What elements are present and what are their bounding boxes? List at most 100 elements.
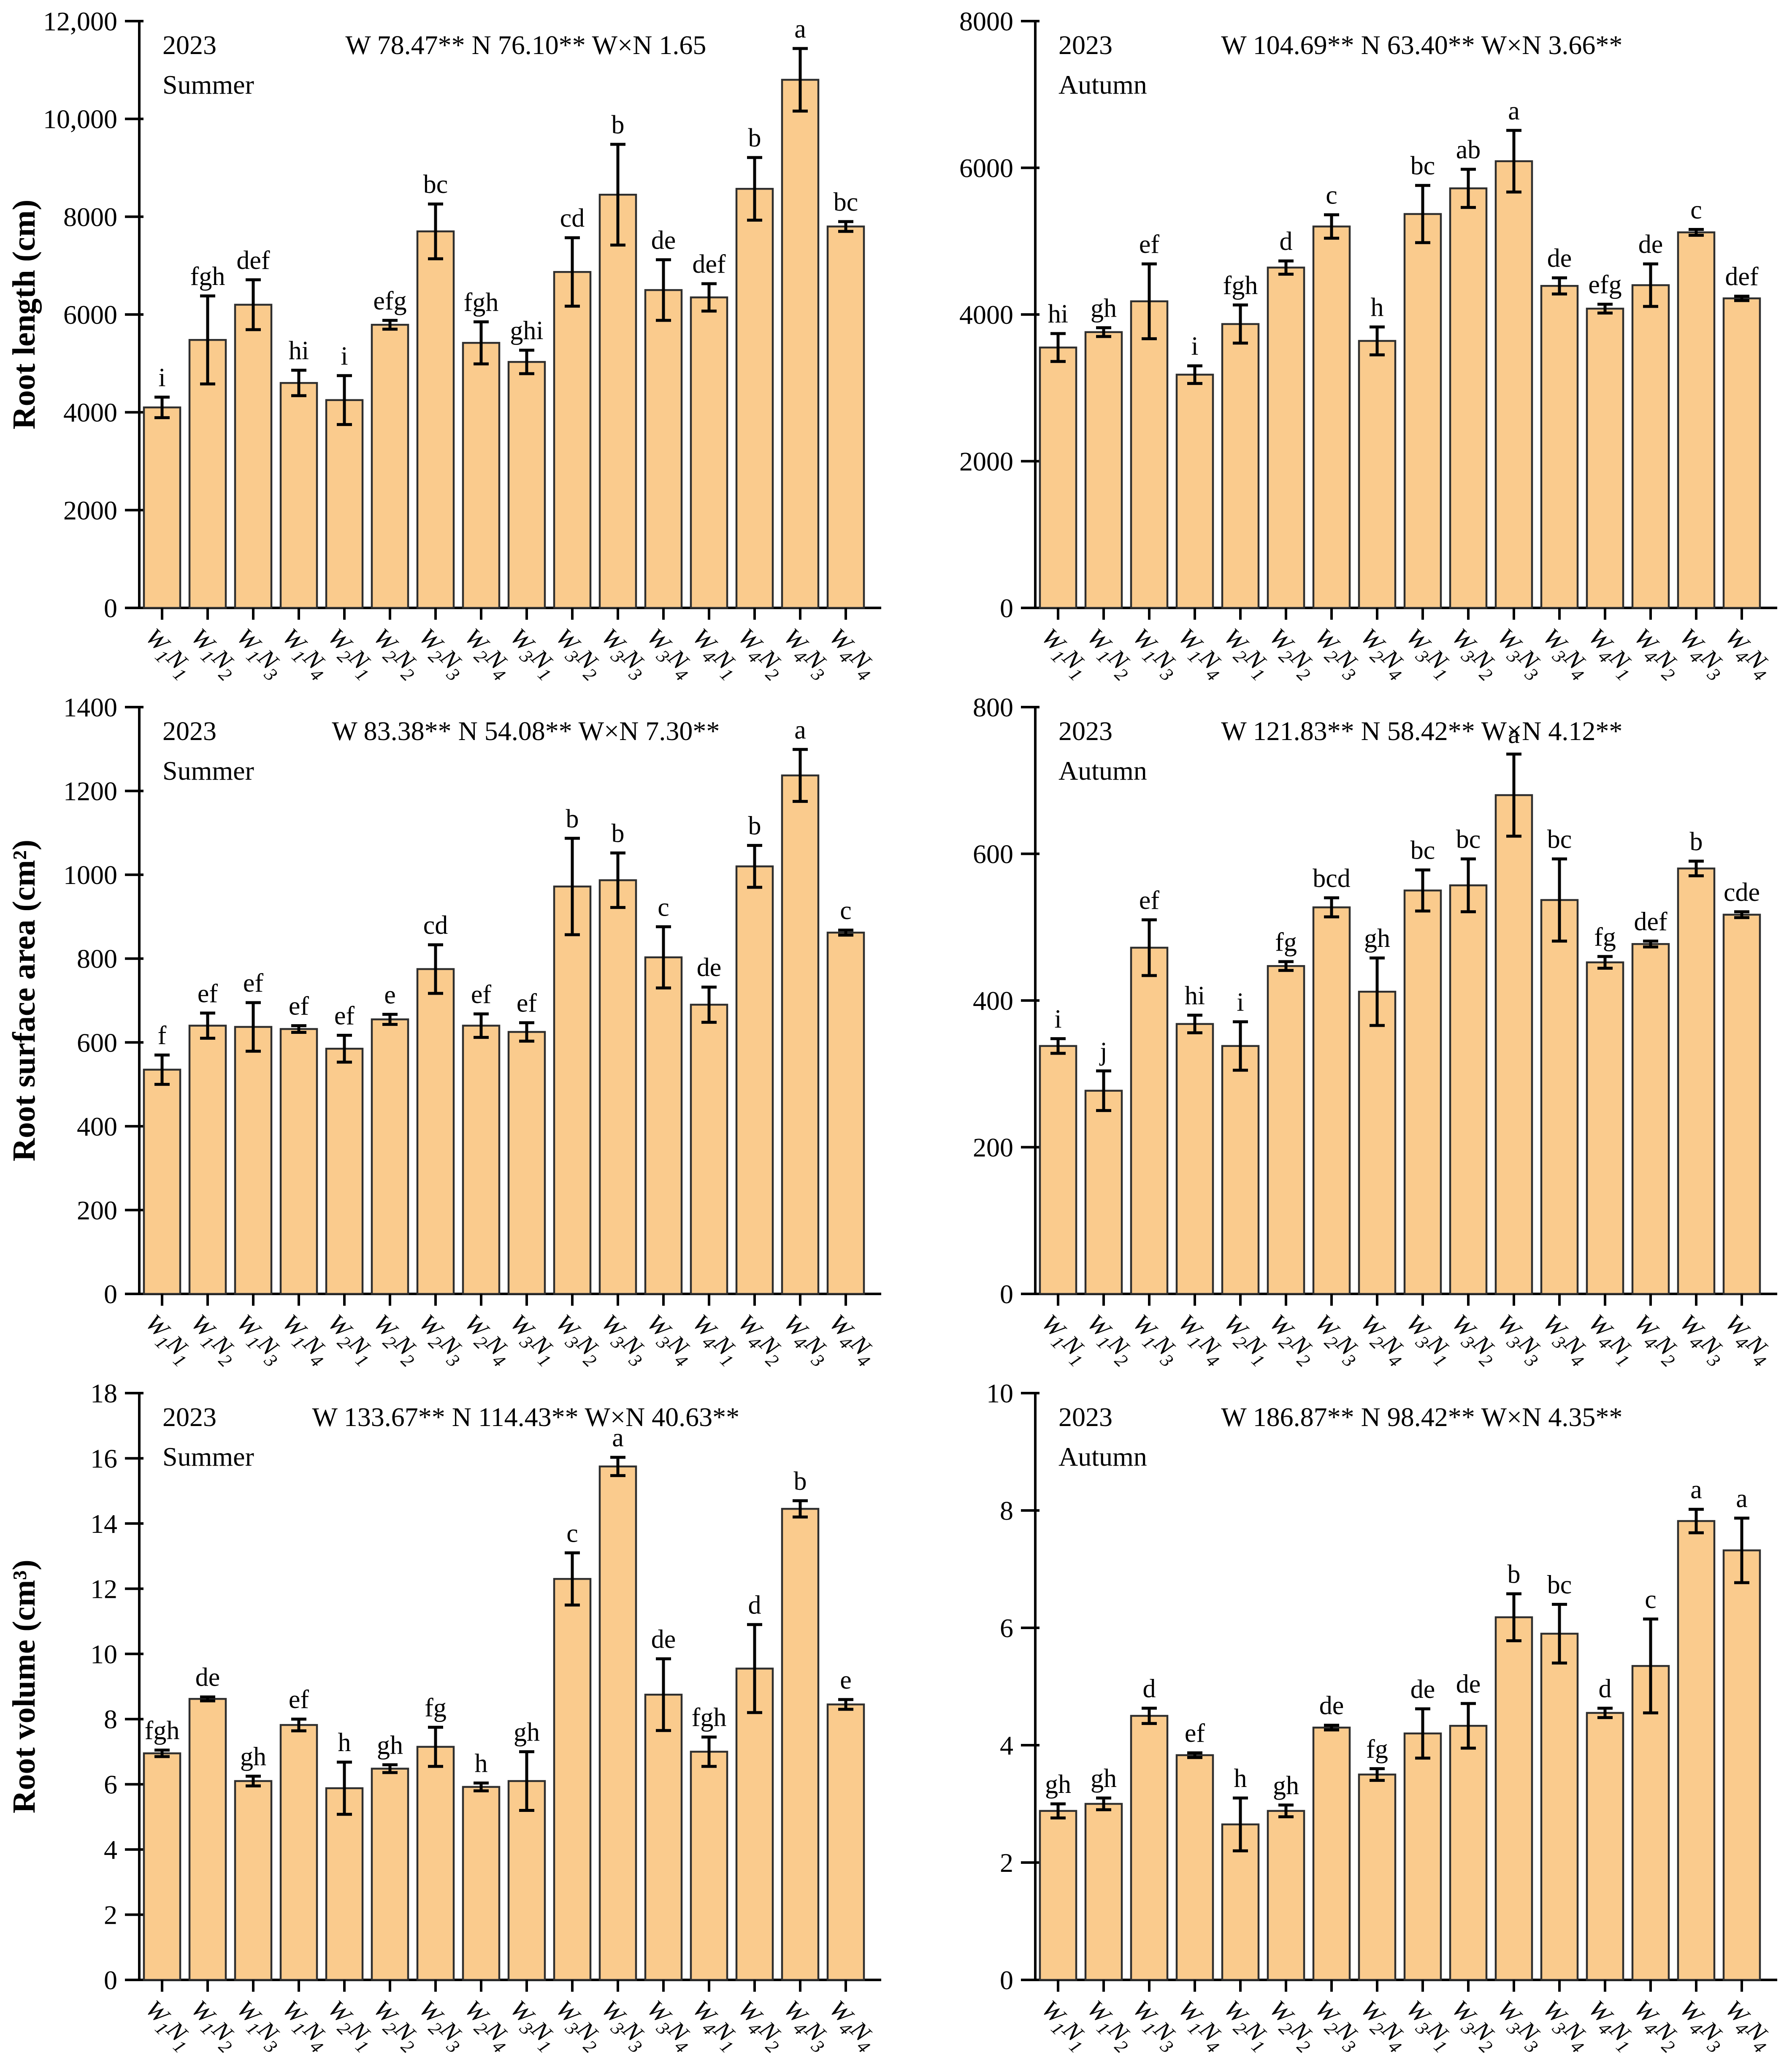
y-axis-title: Root length (cm): [6, 200, 42, 430]
sig-letter-W3N2: cd: [560, 204, 585, 233]
bar-chart-svg: 0200400600800100012001400fW1N1efW1N2efW1…: [6, 692, 881, 1371]
bar-W4N4: [1722, 297, 1761, 609]
x-category-text: W1N1: [137, 1995, 199, 2057]
bar-W3N2: [553, 1578, 592, 1981]
sig-letter-W1N4: hi: [289, 336, 309, 365]
y-tick-label: 6: [1000, 1613, 1013, 1643]
bar-W1N1: [1039, 346, 1077, 609]
bar-W4N3: [1677, 231, 1716, 609]
bar-W1N3: [1130, 946, 1169, 1295]
sig-letter-W1N4: i: [1191, 332, 1198, 361]
bar-W4N4: [826, 225, 865, 609]
sig-letter-W4N1: d: [1599, 1674, 1612, 1703]
sig-letter-W3N3: a: [612, 1424, 624, 1452]
bar-W4N1: [690, 1003, 728, 1295]
sig-letter-W4N4: e: [840, 1666, 852, 1695]
sig-letter-W4N2: b: [748, 812, 761, 841]
x-category-text: W1N1: [1033, 623, 1095, 685]
sig-letter-W2N4: h: [1371, 293, 1384, 322]
bar-W2N2: [371, 324, 409, 609]
bar-W1N3: [1130, 300, 1169, 609]
sig-letter-W3N2: c: [566, 1519, 578, 1548]
bar-W4N3: [781, 79, 820, 609]
bar-W3N4: [644, 956, 683, 1295]
bar-W4N2: [735, 188, 774, 609]
bar-W3N3: [598, 193, 637, 609]
sig-letter-W1N1: i: [1054, 1005, 1061, 1033]
sig-letter-W4N2: c: [1645, 1585, 1657, 1614]
sig-letter-W3N1: de: [1410, 1675, 1435, 1704]
season-label: Summer: [162, 70, 254, 100]
y-tick-label: 0: [1000, 593, 1013, 623]
sig-letter-W4N1: de: [697, 953, 722, 982]
y-tick-label: 2: [104, 1900, 117, 1930]
sig-letter-W3N4: bc: [1547, 1570, 1572, 1599]
y-tick-label: 8000: [63, 202, 117, 232]
chart-root-surface-area-2023-summer: 0 200 400 600 800 1000 1200 1400 f W1N1 ef W1N2 ef W1…: [0, 686, 896, 1372]
bar-W3N3: [1494, 794, 1533, 1295]
season-label: Summer: [162, 756, 254, 786]
season-label: Summer: [162, 1442, 254, 1472]
sig-letter-W3N4: de: [1547, 244, 1572, 273]
x-category-label: W4N1: [688, 623, 740, 685]
sig-letter-W1N3: ef: [1139, 886, 1160, 915]
bar-W4N3: [1677, 1520, 1716, 1981]
sig-letter-W2N3: de: [1319, 1692, 1344, 1720]
bar-W3N2: [1449, 1724, 1488, 1981]
y-tick-label: 200: [973, 1133, 1013, 1163]
y-tick-label: 8: [104, 1704, 117, 1734]
bar-W4N1: [690, 1751, 728, 1981]
bar-W2N4: [462, 342, 501, 609]
sig-letter-W4N1: def: [692, 250, 726, 279]
sig-letter-W1N2: de: [195, 1663, 220, 1692]
sig-letter-W2N2: d: [1280, 227, 1293, 256]
sig-letter-W4N2: d: [748, 1591, 761, 1619]
bar-W2N1: [325, 1787, 364, 1981]
bar-W3N3: [1494, 160, 1533, 609]
y-tick-label: 0: [104, 593, 117, 623]
anova-stats: W 83.38** N 54.08** W×N 7.30**: [332, 716, 720, 746]
x-category-label: W1N1: [1033, 623, 1095, 685]
bar-W4N1: [1586, 961, 1624, 1295]
bar-W3N3: [598, 1465, 637, 1981]
chart-root-volume-2023-summer: 0 2 4 6 8 10 12 14 16 18 fgh W1N1 de W1N2 gh W1N3 ef W1N4…: [0, 1372, 896, 2058]
bar-W1N4: [1175, 1023, 1214, 1295]
sig-letter-W4N3: a: [794, 716, 806, 744]
bar-W2N2: [1267, 1810, 1305, 1981]
x-category-text: W1N1: [137, 1309, 199, 1371]
anova-stats: W 104.69** N 63.40** W×N 3.66**: [1221, 30, 1622, 60]
y-tick-label: 8000: [959, 6, 1013, 36]
y-tick-label: 0: [104, 1965, 117, 1995]
sig-letter-W1N3: ef: [243, 969, 264, 998]
y-tick-label: 10: [986, 1378, 1013, 1408]
bar-W4N3: [781, 774, 820, 1295]
bar-W3N1: [1403, 213, 1442, 609]
bar-chart-svg: 02000400060008000hiW1N1ghW1N2efW1N3iW1N4…: [959, 6, 1777, 685]
y-tick-label: 6000: [959, 153, 1013, 183]
bar-W2N2: [1267, 266, 1305, 609]
y-tick-label: 1000: [63, 860, 117, 890]
year-label: 2023: [162, 1402, 217, 1432]
sig-letter-W3N3: a: [1508, 97, 1520, 125]
anova-stats: W 186.87** N 98.42** W×N 4.35**: [1221, 1402, 1622, 1432]
bar-W4N3: [1677, 868, 1716, 1295]
y-tick-label: 12: [90, 1574, 117, 1604]
sig-letter-W1N1: gh: [1045, 1770, 1071, 1799]
sig-letter-W3N2: ab: [1456, 136, 1481, 164]
sig-letter-W1N2: fgh: [190, 262, 225, 291]
bar-W4N2: [735, 1668, 774, 1981]
sig-letter-W1N3: ef: [1139, 230, 1160, 259]
bar-W3N1: [507, 1031, 546, 1295]
y-tick-label: 10,000: [43, 104, 117, 134]
y-tick-label: 400: [77, 1112, 117, 1142]
x-category-label: W1N1: [1037, 1995, 1089, 2057]
sig-letter-W3N2: b: [566, 805, 579, 833]
sig-letter-W2N2: gh: [377, 1731, 403, 1760]
sig-letter-W3N1: gh: [514, 1718, 540, 1746]
bar-W4N2: [1631, 943, 1670, 1295]
sig-letter-W4N4: a: [1736, 1484, 1748, 1513]
bar-W3N1: [507, 361, 546, 609]
chart-root-volume-2023-autumn: 0 2 4 6 8 10 gh W1N1 gh W1N2 d W1N3 ef W1N4 h W2N1 gh W2N…: [896, 1372, 1792, 2058]
sig-letter-W2N1: i: [341, 342, 348, 371]
y-tick-label: 2000: [63, 495, 117, 525]
